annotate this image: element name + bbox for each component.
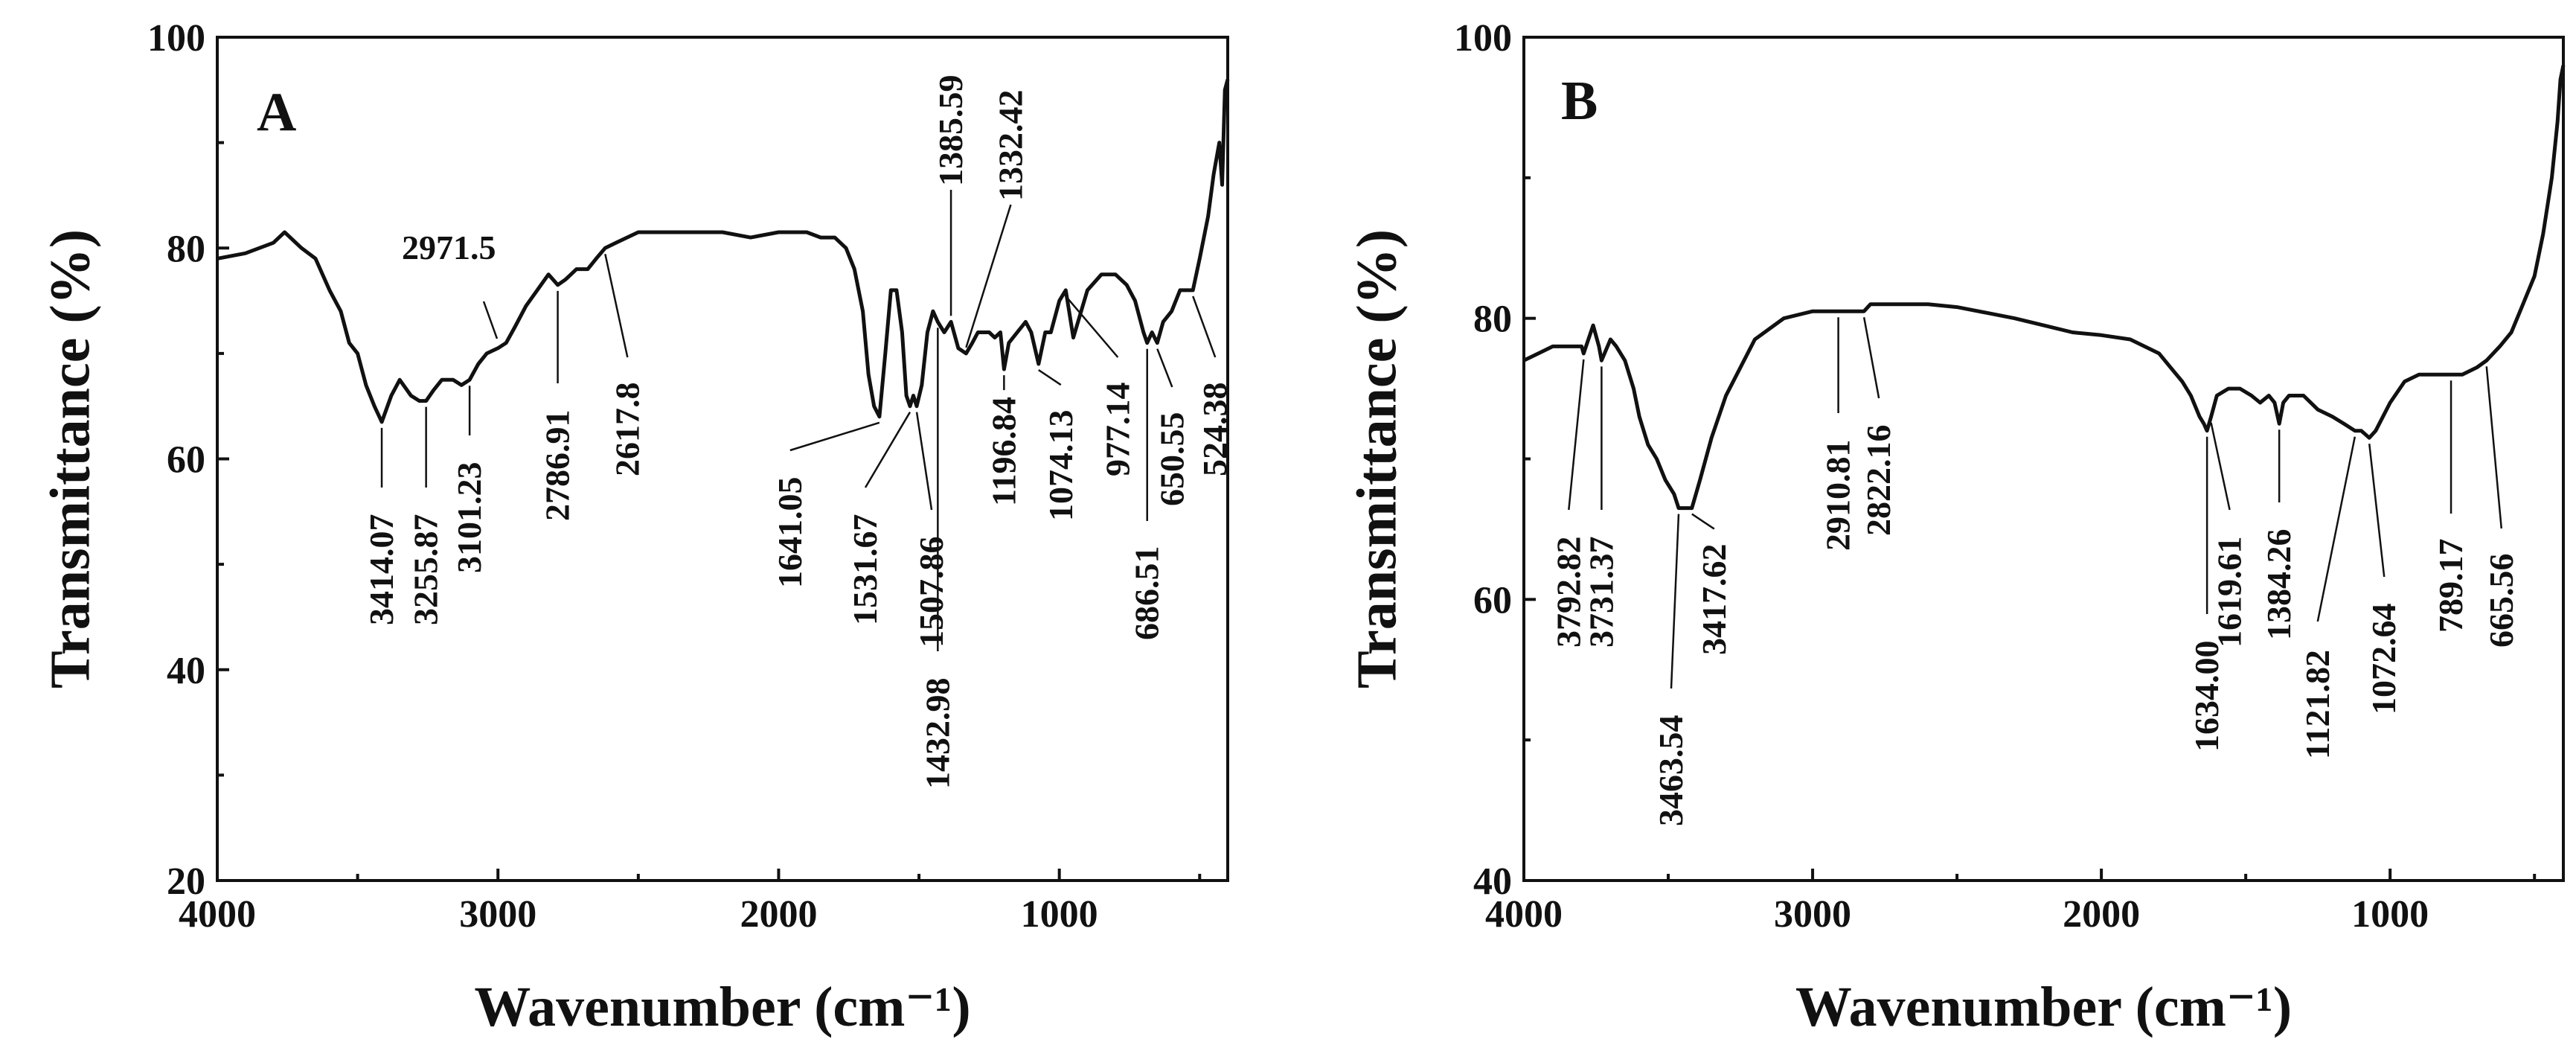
peak-label: 2822.16	[1859, 425, 1897, 537]
peak-leader	[1670, 514, 1680, 689]
peak-label: 1074.13	[1042, 410, 1080, 522]
peak-label: 1531.67	[846, 514, 884, 626]
peak-leader	[915, 412, 933, 511]
peak-label: 3417.62	[1695, 544, 1733, 656]
peak-label: 650.55	[1153, 412, 1191, 507]
peak-label: 2910.81	[1819, 440, 1857, 552]
peak-label: 1619.61	[2211, 537, 2249, 648]
peak-label: 1332.42	[991, 90, 1029, 202]
peak-label: 2786.91	[539, 410, 577, 522]
y-tick-label: 80	[1473, 298, 1512, 341]
y-tick-label: 100	[1454, 17, 1512, 60]
panel-B: 4000 3000 2000 1000 40 60 80 100 Wavenumber (cm⁻…	[1345, 17, 2566, 1038]
peak-leader	[1568, 359, 1585, 511]
x-tick-label: 4000	[1485, 893, 1563, 936]
peak-leader	[1038, 368, 1062, 386]
peak-label: 665.56	[2482, 554, 2520, 648]
y-tick-label: 60	[1473, 579, 1512, 622]
y-tick-label: 20	[167, 860, 205, 903]
peak-label: 1121.82	[2298, 650, 2336, 759]
peak-label: 3731.37	[1582, 537, 1620, 648]
peak-leader	[864, 412, 911, 488]
peak-leader	[2316, 436, 2356, 622]
peak-leader	[1192, 295, 1217, 358]
peak-leader	[1065, 295, 1119, 358]
peak-label: 1196.84	[984, 397, 1022, 506]
y-tick-label: 100	[147, 17, 205, 60]
peak-label: 1072.64	[2365, 604, 2403, 715]
peak-label: 789.17	[2432, 539, 2470, 633]
peak-leader	[789, 421, 880, 452]
x-tick-label: 2000	[740, 893, 817, 936]
spectrum-line-B	[1522, 65, 2566, 511]
x-tick-label: 1000	[2351, 893, 2429, 936]
panel-label: B	[1561, 71, 1598, 132]
peak-label: 1384.26	[2260, 529, 2298, 641]
panel-A: 4000 3000 2000 1000 20 40 60 80 100 Wavenumber (c…	[39, 17, 1234, 1038]
peak-label: 686.51	[1128, 546, 1166, 641]
peak-label: 1432.98	[918, 678, 956, 790]
peak-label: 977.14	[1098, 383, 1136, 477]
y-tick-label: 80	[167, 228, 205, 270]
peak-label: 2617.8	[608, 383, 646, 477]
peak-leader	[604, 253, 629, 358]
x-tick-label: 4000	[179, 893, 256, 936]
peak-leader	[2210, 422, 2231, 511]
x-tick-label: 3000	[459, 893, 536, 936]
x-axis-title: Wavenumber (cm⁻¹)	[474, 976, 970, 1038]
x-tick-label: 2000	[2063, 893, 2140, 936]
peak-label: 524.38	[1196, 383, 1234, 477]
y-axis-title: Transmittance (%)	[39, 229, 101, 688]
peak-leader	[1691, 513, 1715, 530]
y-tick-label: 60	[167, 439, 205, 482]
peak-label: 3255.87	[407, 514, 445, 626]
y-tick-label: 40	[167, 650, 205, 692]
peak-leader	[965, 204, 1012, 348]
x-tick-label: 3000	[1774, 893, 1851, 936]
x-axis-title: Wavenumber (cm⁻¹)	[1795, 976, 2292, 1038]
peak-label: 3101.23	[450, 462, 488, 574]
peak-label: 1634.00	[2188, 641, 2226, 753]
peak-leader	[2368, 444, 2386, 578]
peak-label: 2971.5	[402, 229, 496, 266]
peak-leader	[2485, 366, 2503, 529]
peak-label: 1641.05	[771, 477, 809, 589]
peak-leader	[1156, 348, 1173, 388]
y-tick-label: 40	[1473, 860, 1512, 903]
y-axis-title: Transmittance (%)	[1345, 229, 1408, 688]
spectrum-line-A	[217, 79, 1230, 424]
peak-label: 1507.86	[912, 537, 950, 648]
peak-leader	[1862, 316, 1880, 399]
peak-label: 3414.07	[362, 514, 400, 626]
peak-label: 3792.82	[1549, 537, 1587, 648]
peak-leader	[482, 301, 499, 339]
panel-label: A	[257, 82, 296, 143]
peak-label: 1385.59	[932, 75, 970, 187]
peak-label: 3463.54	[1652, 715, 1690, 827]
x-tick-label: 1000	[1021, 893, 1098, 936]
